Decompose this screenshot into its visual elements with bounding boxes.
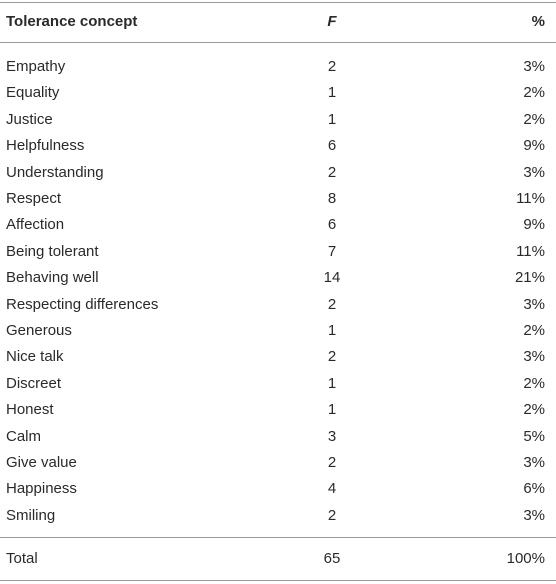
cell: 5% — [523, 427, 545, 445]
cell: 7 — [327, 242, 337, 260]
cell: 3 — [327, 427, 337, 445]
cell: 8 — [327, 190, 337, 207]
cell: Generous — [6, 322, 72, 339]
cell: Understanding — [6, 163, 104, 181]
cell: Give value — [6, 454, 77, 471]
top-rule — [0, 2, 556, 3]
cell: 2% — [523, 374, 545, 392]
cell: 3% — [523, 348, 545, 366]
cell: 2 — [327, 506, 337, 524]
cell: 6 — [327, 216, 337, 234]
cell: Respect — [6, 190, 62, 207]
cell: 2 — [327, 454, 337, 471]
cell: 9% — [523, 137, 545, 155]
cell: Being tolerant — [6, 242, 99, 260]
header-cell: F — [327, 13, 337, 30]
cell: Equality — [6, 84, 60, 102]
cell: 9% — [523, 216, 545, 234]
cell: Happiness — [6, 480, 77, 498]
cell: 11% — [516, 190, 545, 207]
cell: Affection — [6, 216, 65, 234]
cell: Empathy — [6, 58, 66, 75]
cell: 2% — [523, 84, 545, 102]
cell: Calm — [6, 427, 42, 445]
cell: 3% — [523, 506, 545, 524]
header-cell: % — [531, 13, 545, 30]
bottom-rule — [0, 580, 556, 581]
cell: 1 — [327, 401, 337, 419]
cell: Respecting differences — [6, 295, 159, 313]
cell: 2 — [327, 295, 337, 313]
cell: 1 — [327, 110, 337, 128]
cell: 2% — [523, 110, 545, 128]
header-rule — [0, 42, 556, 43]
total-cell: 100% — [506, 550, 545, 567]
cell: 3% — [523, 295, 545, 313]
total-rule — [0, 537, 556, 538]
cell: Honest — [6, 401, 54, 419]
cell: Helpfulness — [6, 137, 85, 155]
cell: 2 — [327, 58, 337, 75]
cell: Justice — [6, 110, 53, 128]
cell: 3% — [523, 58, 545, 75]
cell: 1 — [327, 84, 337, 102]
header-cell: Tolerance concept — [6, 13, 138, 30]
cell: Nice talk — [6, 348, 64, 366]
cell: Behaving well — [6, 269, 99, 287]
cell: 6% — [523, 480, 545, 498]
cell: 3% — [523, 454, 545, 471]
cell: 6 — [327, 137, 337, 155]
cell: 2% — [523, 401, 545, 419]
cell: 1 — [327, 322, 337, 339]
cell: 2 — [327, 348, 337, 366]
cell: 14 — [323, 269, 341, 287]
cell: 2 — [327, 163, 337, 181]
cell: 4 — [327, 480, 337, 498]
total-cell: 65 — [323, 550, 341, 567]
cell: 11% — [516, 242, 545, 260]
cell: Discreet — [6, 374, 62, 392]
cell: 2% — [523, 322, 545, 339]
total-cell: Total — [6, 550, 38, 567]
cell: 3% — [523, 163, 545, 181]
cell: Smiling — [6, 506, 56, 524]
cell: 21% — [514, 269, 545, 287]
cell: 1 — [327, 374, 337, 392]
